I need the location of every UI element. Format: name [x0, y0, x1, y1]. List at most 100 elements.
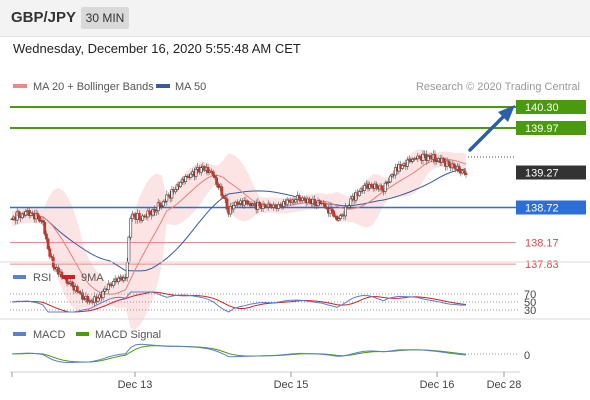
ma50-legend-swatch [156, 84, 170, 88]
candle [225, 198, 229, 210]
candle [101, 291, 105, 298]
candle [335, 215, 339, 221]
candle [50, 256, 54, 258]
rsi-tick-50: 50 [524, 297, 536, 309]
symbol-label: GBP/JPY [11, 9, 77, 26]
candle [141, 215, 145, 221]
candle [349, 198, 353, 206]
resistance-tag [516, 100, 586, 114]
candle [137, 213, 141, 220]
candle [400, 165, 404, 169]
candle [81, 292, 84, 300]
timestamp: Wednesday, December 16, 2020 5:55:48 AM … [13, 41, 301, 56]
candle [452, 163, 456, 168]
candle [175, 184, 179, 190]
candle [418, 155, 422, 159]
candle [213, 175, 217, 178]
candle [161, 201, 165, 207]
candle [217, 184, 220, 188]
x-tick-label: Dec 13 [118, 379, 153, 391]
candle [124, 277, 127, 279]
candle [29, 212, 33, 216]
candle [67, 282, 71, 285]
pivot-label: 138.72 [525, 202, 559, 214]
candle [347, 205, 351, 208]
candle [235, 201, 239, 205]
candle [263, 203, 267, 207]
candles-layer [10, 150, 468, 307]
candle [287, 199, 291, 201]
x-tick-label: Dec 28 [487, 379, 522, 391]
candle [211, 171, 215, 177]
bollinger-band-area [12, 148, 466, 330]
candle [222, 195, 225, 198]
candle [339, 215, 342, 219]
candle [223, 197, 227, 200]
rsi-legend-label: RSI [33, 272, 51, 284]
candle [127, 236, 131, 263]
rsi-ma-legend-label: 9MA [81, 272, 104, 284]
candle [369, 184, 373, 187]
candle [170, 189, 174, 199]
pivot-tag [516, 200, 586, 215]
last-price-label: 139.27 [525, 168, 559, 180]
rsi-tick-30: 30 [524, 305, 536, 317]
support-label: 137.83 [525, 259, 559, 271]
candle [357, 191, 361, 196]
candle [125, 262, 129, 278]
candle [433, 154, 437, 162]
candle [77, 291, 81, 294]
ma50-legend-label: MA 50 [175, 81, 206, 93]
candle [60, 271, 64, 278]
candle [184, 176, 188, 182]
candle [457, 165, 461, 172]
candle [406, 159, 409, 167]
candle [117, 277, 121, 282]
candle [165, 194, 169, 202]
candle [132, 213, 136, 217]
candle [388, 175, 392, 183]
candle [194, 169, 198, 177]
candle [179, 182, 182, 187]
resistance-label: 139.97 [525, 123, 559, 135]
candle [330, 208, 334, 212]
candle [344, 206, 348, 217]
candle [325, 207, 329, 209]
timeframe-button[interactable]: 30 MIN [81, 7, 129, 29]
candle [258, 202, 262, 207]
resistance-tag [516, 120, 586, 135]
candle [426, 156, 430, 162]
candle [442, 157, 446, 163]
chart-header: GBP/JPY 30 MIN [0, 0, 590, 37]
candle [210, 170, 213, 173]
candle [464, 172, 468, 175]
ma20-legend-label: MA 20 + Bollinger Bands [33, 81, 154, 93]
last-price-tag [516, 165, 586, 180]
candle [308, 198, 311, 203]
candle [411, 159, 415, 162]
candle [46, 238, 50, 250]
rsi-tick-70: 70 [524, 289, 536, 301]
candle [158, 202, 162, 207]
candle [38, 216, 41, 222]
candle [462, 170, 466, 174]
candle [44, 233, 48, 240]
candle [229, 206, 232, 215]
candle [24, 211, 28, 216]
macd-signal-legend-swatch [76, 332, 89, 336]
x-tick-label: Dec 16 [420, 379, 455, 391]
macd-legend-label: MACD [33, 329, 65, 341]
candle [297, 195, 301, 201]
candle [318, 200, 322, 205]
candle [75, 286, 79, 292]
candle [278, 204, 282, 207]
candle [174, 189, 177, 193]
candle [285, 199, 289, 205]
candle [122, 277, 126, 281]
candle [56, 267, 60, 275]
candle [302, 197, 306, 201]
research-credit: Research © 2020 Trading Central [416, 81, 580, 93]
candle [96, 297, 100, 302]
candle [103, 288, 107, 292]
